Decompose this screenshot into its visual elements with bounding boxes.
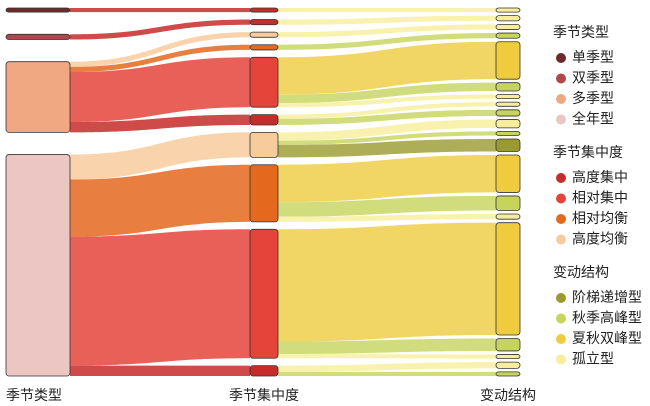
flow-link bbox=[278, 41, 496, 95]
flow-link bbox=[70, 132, 250, 180]
flow-link bbox=[70, 19, 250, 40]
legend-swatch bbox=[556, 214, 566, 224]
node bbox=[249, 228, 279, 359]
flow-link bbox=[70, 164, 250, 237]
node bbox=[249, 164, 279, 223]
node bbox=[249, 31, 279, 38]
legend-swatch bbox=[556, 193, 566, 204]
node bbox=[495, 195, 521, 211]
node bbox=[5, 33, 71, 40]
flow-link bbox=[278, 155, 496, 203]
flow-link bbox=[70, 114, 250, 133]
legend-label: 秋季高峰型 bbox=[572, 310, 642, 327]
node bbox=[249, 44, 279, 51]
legend-title: 变动结构 bbox=[553, 265, 609, 281]
flow-link bbox=[278, 82, 496, 104]
node bbox=[249, 7, 279, 13]
node bbox=[495, 32, 521, 39]
flow-link bbox=[70, 32, 250, 67]
flow-link bbox=[70, 44, 250, 73]
flow-link bbox=[278, 94, 496, 108]
node bbox=[495, 361, 521, 369]
legend-label: 单季型 bbox=[572, 50, 614, 66]
legend-label: 相对集中 bbox=[572, 190, 628, 207]
node bbox=[495, 130, 521, 136]
flow-link bbox=[278, 362, 496, 372]
node bbox=[495, 7, 521, 13]
legend-label: 夏秋双峰型 bbox=[572, 331, 642, 347]
flow-link bbox=[278, 139, 496, 158]
flow-link bbox=[70, 8, 250, 13]
legend-label: 高度均衡 bbox=[572, 231, 628, 248]
flow-link bbox=[278, 109, 496, 125]
legend-swatch bbox=[556, 334, 566, 344]
legend-label: 全年型 bbox=[572, 111, 614, 128]
axis-label: 季节集中度 bbox=[229, 387, 299, 404]
legend-swatch bbox=[556, 354, 566, 365]
flow-link bbox=[278, 195, 496, 217]
node bbox=[5, 7, 71, 13]
flow-link bbox=[278, 338, 496, 355]
node bbox=[495, 15, 521, 22]
legend-label: 相对均衡 bbox=[572, 211, 628, 227]
legend-swatch bbox=[556, 313, 566, 324]
legend-swatch bbox=[556, 94, 566, 104]
node bbox=[495, 154, 521, 193]
node bbox=[5, 154, 71, 377]
node bbox=[249, 56, 279, 108]
node bbox=[495, 23, 521, 30]
node bbox=[495, 371, 521, 377]
flow-link bbox=[278, 371, 496, 376]
flow-link bbox=[70, 229, 250, 366]
legend-swatch bbox=[556, 73, 566, 84]
legend-title: 季节类型 bbox=[553, 25, 609, 41]
legend-label: 阶梯递增型 bbox=[572, 290, 642, 306]
node bbox=[495, 354, 521, 360]
legend-label: 双季型 bbox=[572, 71, 614, 87]
node bbox=[249, 114, 279, 126]
flow-link bbox=[278, 131, 496, 145]
node bbox=[495, 94, 521, 100]
flow-link bbox=[278, 8, 496, 13]
flow-link bbox=[278, 213, 496, 222]
legend-label: 多季型 bbox=[572, 90, 614, 107]
node bbox=[495, 138, 521, 152]
flow-link bbox=[278, 119, 496, 141]
node bbox=[495, 213, 521, 220]
legend-swatch bbox=[556, 53, 566, 63]
legend-swatch bbox=[556, 114, 566, 125]
node bbox=[495, 101, 521, 107]
node bbox=[249, 131, 279, 158]
flow-link bbox=[278, 102, 496, 119]
node bbox=[5, 61, 71, 133]
node bbox=[249, 19, 279, 26]
legend-title: 季节集中度 bbox=[553, 144, 623, 161]
flow-link bbox=[278, 24, 496, 38]
node bbox=[249, 365, 279, 377]
legend-label: 高度集中 bbox=[572, 169, 628, 186]
node bbox=[495, 222, 521, 336]
node bbox=[495, 338, 521, 352]
node bbox=[495, 119, 521, 129]
flow-link bbox=[278, 354, 496, 359]
flow-link bbox=[70, 57, 250, 122]
legend-swatch bbox=[556, 293, 566, 303]
node bbox=[495, 109, 521, 117]
axis-label: 变动结构 bbox=[480, 388, 536, 404]
legend-label: 孤立型 bbox=[572, 352, 614, 368]
legend-swatch bbox=[556, 234, 566, 245]
axis-label: 季节类型 bbox=[6, 388, 62, 404]
flow-link bbox=[70, 365, 250, 376]
flow-link bbox=[278, 33, 496, 50]
flow-link bbox=[278, 15, 496, 25]
node bbox=[495, 82, 521, 92]
flow-link bbox=[278, 222, 496, 342]
node bbox=[495, 41, 521, 80]
legend-swatch bbox=[556, 173, 566, 183]
